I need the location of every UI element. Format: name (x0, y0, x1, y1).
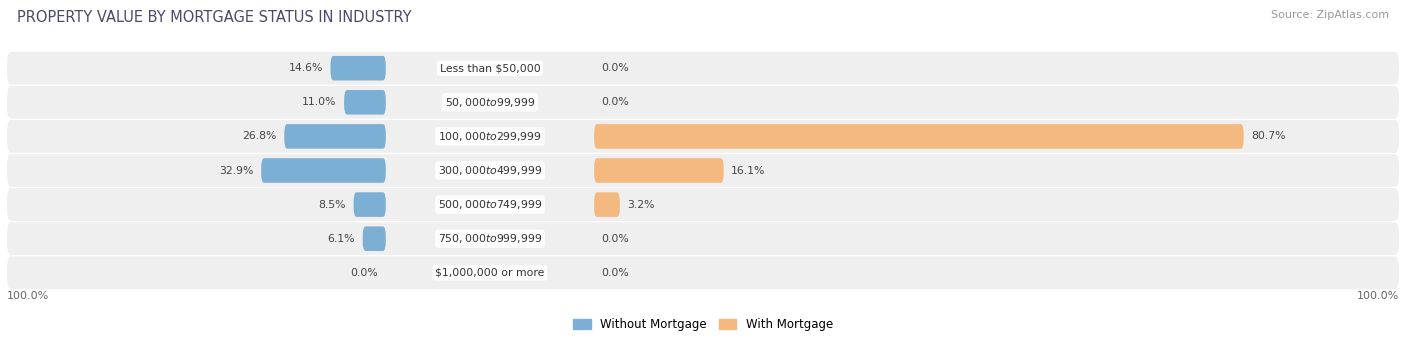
Text: Source: ZipAtlas.com: Source: ZipAtlas.com (1271, 10, 1389, 20)
Text: 100.0%: 100.0% (1357, 291, 1399, 301)
FancyBboxPatch shape (344, 90, 385, 115)
FancyBboxPatch shape (7, 188, 1399, 221)
Text: 80.7%: 80.7% (1251, 131, 1285, 142)
Text: 16.1%: 16.1% (731, 165, 766, 176)
Text: 100.0%: 100.0% (7, 291, 49, 301)
FancyBboxPatch shape (262, 158, 385, 183)
FancyBboxPatch shape (284, 124, 385, 149)
Text: 0.0%: 0.0% (602, 268, 630, 278)
FancyBboxPatch shape (7, 120, 1399, 153)
FancyBboxPatch shape (7, 222, 1399, 255)
FancyBboxPatch shape (7, 256, 1399, 289)
Text: 26.8%: 26.8% (242, 131, 277, 142)
FancyBboxPatch shape (7, 154, 1399, 187)
FancyBboxPatch shape (7, 52, 1399, 85)
Text: $1,000,000 or more: $1,000,000 or more (436, 268, 544, 278)
FancyBboxPatch shape (363, 226, 385, 251)
Text: $500,000 to $749,999: $500,000 to $749,999 (437, 198, 543, 211)
Text: $750,000 to $999,999: $750,000 to $999,999 (437, 232, 543, 245)
Legend: Without Mortgage, With Mortgage: Without Mortgage, With Mortgage (568, 314, 838, 336)
Text: 0.0%: 0.0% (602, 63, 630, 73)
Text: 6.1%: 6.1% (328, 234, 356, 244)
FancyBboxPatch shape (595, 158, 724, 183)
Text: 0.0%: 0.0% (350, 268, 378, 278)
Text: $300,000 to $499,999: $300,000 to $499,999 (437, 164, 543, 177)
Text: 0.0%: 0.0% (602, 97, 630, 107)
Text: 3.2%: 3.2% (627, 199, 655, 210)
Text: 32.9%: 32.9% (219, 165, 253, 176)
Text: 8.5%: 8.5% (319, 199, 346, 210)
Text: PROPERTY VALUE BY MORTGAGE STATUS IN INDUSTRY: PROPERTY VALUE BY MORTGAGE STATUS IN IND… (17, 10, 412, 25)
Text: 11.0%: 11.0% (302, 97, 336, 107)
Text: $100,000 to $299,999: $100,000 to $299,999 (439, 130, 541, 143)
Text: 0.0%: 0.0% (602, 234, 630, 244)
Text: Less than $50,000: Less than $50,000 (440, 63, 540, 73)
Text: 14.6%: 14.6% (288, 63, 323, 73)
FancyBboxPatch shape (353, 192, 385, 217)
FancyBboxPatch shape (595, 192, 620, 217)
Text: $50,000 to $99,999: $50,000 to $99,999 (444, 96, 536, 109)
FancyBboxPatch shape (7, 86, 1399, 119)
FancyBboxPatch shape (595, 124, 1244, 149)
FancyBboxPatch shape (330, 56, 385, 80)
